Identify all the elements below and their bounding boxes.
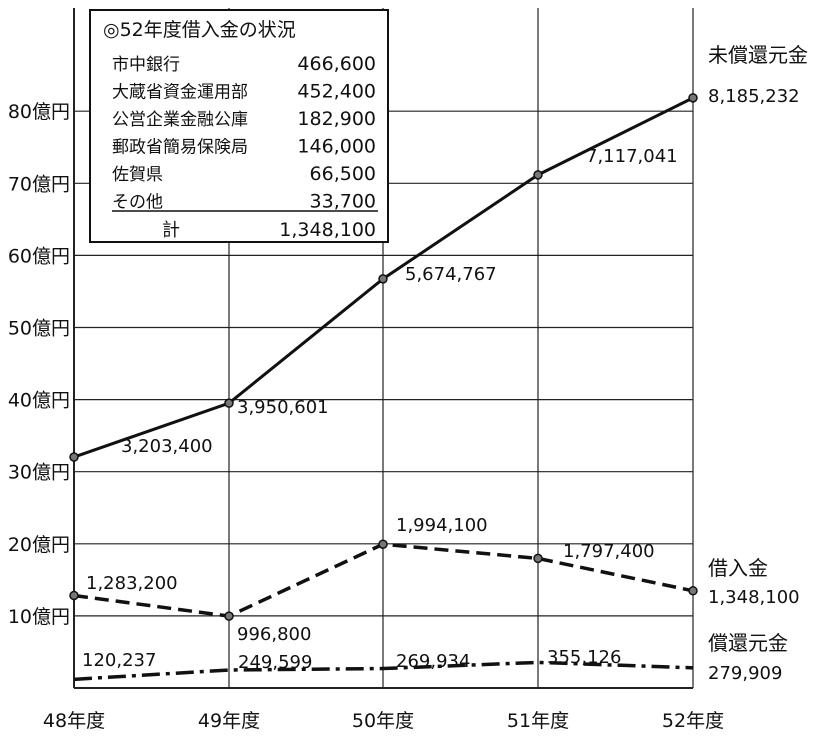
series-point [533, 170, 543, 180]
series-point [69, 452, 79, 462]
series-point [688, 93, 698, 103]
series-name: 未償還元金 [708, 43, 808, 67]
inset-row-label: その他 [112, 193, 163, 213]
y-tick-label: 70億円 [8, 173, 70, 195]
inset-title: ◎52年度借入金の状況 [103, 19, 296, 41]
x-axis-ticks: 48年度 49年度 50年度 51年度 52年度 [43, 710, 724, 732]
series-line-2 [73, 660, 694, 682]
data-labels: 3,203,400 3,950,601 5,674,767 7,117,041 8,18… [82, 86, 800, 684]
inset-total-label: 計 [162, 220, 180, 241]
inset-row-label: 市中銀行 [112, 55, 180, 75]
x-tick-label: 52年度 [662, 710, 724, 732]
data-label: 1,348,100 [708, 587, 800, 608]
inset-row-value: 33,700 [310, 191, 376, 213]
inset-row-value: 66,500 [310, 163, 376, 185]
data-label: 249,599 [238, 652, 312, 673]
x-tick-label: 50年度 [352, 710, 414, 732]
inset-rows: 市中銀行 466,600 大蔵省資金運用部 452,400 公営企業金融公庫 182,90… [112, 53, 376, 213]
inset-row-value: 146,000 [297, 136, 376, 158]
series-point [533, 553, 543, 564]
inset-row-label: 郵政省簡易保険局 [112, 138, 248, 158]
series-point [378, 274, 388, 284]
inset-row-value: 452,400 [297, 81, 376, 103]
series-lines [69, 93, 698, 682]
inset-row-value: 466,600 [297, 53, 376, 75]
inset-row-label: 大蔵省資金運用部 [112, 83, 248, 103]
inset-total-value: 1,348,100 [279, 219, 376, 241]
data-label: 7,117,041 [586, 146, 678, 167]
data-label: 279,909 [708, 663, 782, 684]
series-point [688, 586, 698, 596]
y-tick-label: 30億円 [8, 462, 70, 484]
data-label: 120,237 [82, 650, 156, 671]
data-label: 269,934 [396, 651, 470, 672]
series-point [69, 590, 79, 601]
y-tick-label: 50億円 [8, 318, 70, 340]
series-point [224, 611, 234, 621]
y-tick-label: 20億円 [8, 534, 70, 556]
y-tick-label: 80億円 [8, 101, 70, 123]
series-point [378, 539, 388, 549]
data-label: 3,950,601 [237, 397, 329, 418]
x-tick-label: 49年度 [198, 710, 260, 732]
data-label: 996,800 [237, 624, 311, 645]
data-label: 1,283,200 [86, 573, 178, 594]
data-label: 8,185,232 [708, 86, 800, 107]
x-tick-label: 48年度 [43, 710, 105, 732]
data-label: 355,126 [547, 647, 621, 668]
x-tick-label: 51年度 [507, 710, 569, 732]
series-name: 償還元金 [708, 631, 788, 655]
y-axis-ticks: 10億円 20億円 30億円 40億円 50億円 60億円 70億円 80億円 [8, 101, 70, 628]
inset-row-label: 佐賀県 [112, 165, 163, 185]
inset-table: ◎52年度借入金の状況 市中銀行 466,600 大蔵省資金運用部 452,400 公営… [89, 9, 389, 243]
data-label: 1,797,400 [563, 541, 655, 562]
series-name: 借入金 [708, 556, 768, 580]
y-tick-label: 10億円 [8, 606, 70, 628]
y-tick-label: 60億円 [8, 245, 70, 267]
series-point [224, 398, 234, 408]
data-label: 3,203,400 [121, 436, 213, 457]
y-tick-label: 40億円 [8, 390, 70, 412]
data-label: 5,674,767 [405, 264, 497, 285]
inset-row-value: 182,900 [297, 108, 376, 130]
inset-row-label: 公営企業金融公庫 [112, 110, 248, 130]
data-label: 1,994,100 [396, 515, 488, 536]
